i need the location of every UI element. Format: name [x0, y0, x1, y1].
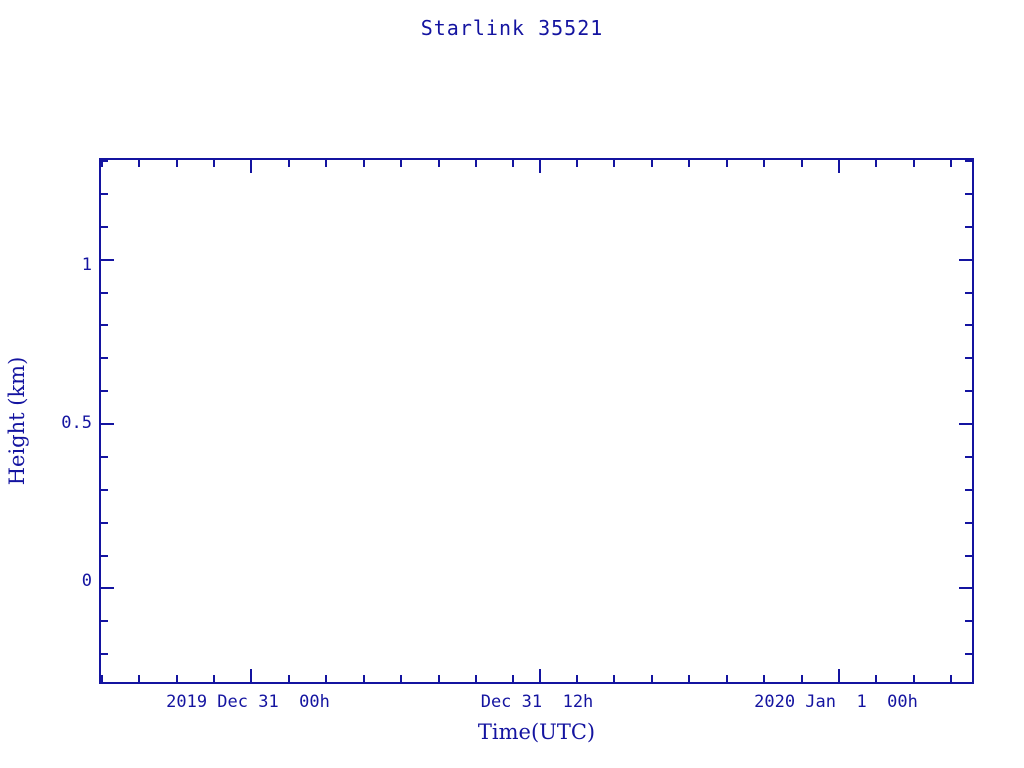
- x-minor-tick-bottom-14: [688, 675, 690, 682]
- y-axis-title: Height (km): [0, 158, 34, 684]
- y-minor-tick-right-11: [965, 292, 972, 294]
- x-minor-tick-bottom-16: [763, 675, 765, 682]
- x-minor-tick-bottom-2: [176, 675, 178, 682]
- y-minor-tick-right-8: [965, 390, 972, 392]
- x-minor-tick-top-15: [726, 160, 728, 167]
- x-axis-title: Time(UTC): [477, 720, 596, 744]
- x-major-tick-bottom-1: [539, 669, 541, 682]
- x-minor-tick-top-4: [288, 160, 290, 167]
- y-minor-tick-left-5: [101, 489, 108, 491]
- y-minor-tick-right-13: [965, 226, 972, 228]
- y-minor-tick-left-11: [101, 292, 108, 294]
- y-minor-tick-left-9: [101, 357, 108, 359]
- x-minor-tick-bottom-8: [438, 675, 440, 682]
- x-major-tick-bottom-2: [838, 669, 840, 682]
- y-minor-tick-left-1: [101, 620, 108, 622]
- y-minor-tick-right-0: [965, 653, 972, 655]
- y-minor-tick-left-3: [101, 555, 108, 557]
- x-minor-tick-top-19: [913, 160, 915, 167]
- y-minor-tick-right-15: [965, 160, 972, 162]
- y-axis-tick-labels: 1 0.5 0: [0, 0, 92, 768]
- x-minor-tick-top-7: [400, 160, 402, 167]
- x-minor-tick-bottom-5: [325, 675, 327, 682]
- y-major-tick-right-2: [959, 587, 972, 589]
- y-minor-tick-left-10: [101, 324, 108, 326]
- x-minor-tick-top-9: [475, 160, 477, 167]
- x-minor-tick-top-17: [801, 160, 803, 167]
- x-minor-tick-top-16: [763, 160, 765, 167]
- x-minor-tick-bottom-7: [400, 675, 402, 682]
- x-tick-label-end: 2020 Jan 1 00h: [754, 692, 918, 712]
- x-minor-tick-top-12: [613, 160, 615, 167]
- y-tick-label-0: 0: [81, 571, 92, 591]
- x-minor-tick-top-5: [325, 160, 327, 167]
- y-minor-tick-left-4: [101, 522, 108, 524]
- x-minor-tick-bottom-12: [613, 675, 615, 682]
- y-axis-title-text: Height (km): [5, 356, 29, 486]
- x-minor-tick-bottom-15: [726, 675, 728, 682]
- y-major-tick-left-12: [101, 259, 114, 261]
- y-minor-tick-right-5: [965, 489, 972, 491]
- y-tick-label-1: 1: [81, 255, 92, 275]
- x-minor-tick-top-8: [438, 160, 440, 167]
- x-tick-label-start: 2019 Dec 31 00h: [166, 692, 330, 712]
- y-minor-tick-right-6: [965, 456, 972, 458]
- y-minor-tick-left-14: [101, 193, 108, 195]
- y-minor-tick-right-9: [965, 357, 972, 359]
- x-minor-tick-bottom-9: [475, 675, 477, 682]
- plot-frame: [99, 158, 974, 684]
- y-major-tick-left-7: [101, 423, 114, 425]
- x-minor-tick-top-3: [213, 160, 215, 167]
- y-major-tick-left-2: [101, 587, 114, 589]
- x-minor-tick-top-2: [176, 160, 178, 167]
- x-minor-tick-bottom-18: [875, 675, 877, 682]
- y-minor-tick-right-3: [965, 555, 972, 557]
- x-minor-tick-top-1: [138, 160, 140, 167]
- y-minor-tick-left-15: [101, 160, 108, 162]
- x-major-tick-bottom-0: [250, 669, 252, 682]
- y-minor-tick-left-6: [101, 456, 108, 458]
- x-minor-tick-top-14: [688, 160, 690, 167]
- x-minor-tick-bottom-19: [913, 675, 915, 682]
- y-major-tick-right-12: [959, 259, 972, 261]
- y-major-tick-right-7: [959, 423, 972, 425]
- x-minor-tick-top-13: [651, 160, 653, 167]
- x-major-tick-top-0: [250, 160, 252, 173]
- x-minor-tick-bottom-17: [801, 675, 803, 682]
- x-minor-tick-top-10: [512, 160, 514, 167]
- y-minor-tick-right-14: [965, 193, 972, 195]
- x-minor-tick-bottom-3: [213, 675, 215, 682]
- x-minor-tick-bottom-4: [288, 675, 290, 682]
- x-minor-tick-top-0: [101, 160, 103, 167]
- y-minor-tick-right-1: [965, 620, 972, 622]
- x-minor-tick-bottom-20: [950, 675, 952, 682]
- x-minor-tick-bottom-6: [363, 675, 365, 682]
- x-tick-label-middle: Dec 31 12h: [480, 692, 594, 712]
- x-minor-tick-top-11: [576, 160, 578, 167]
- x-minor-tick-top-18: [875, 160, 877, 167]
- x-minor-tick-bottom-13: [651, 675, 653, 682]
- y-minor-tick-right-10: [965, 324, 972, 326]
- x-minor-tick-top-20: [950, 160, 952, 167]
- x-minor-tick-top-6: [363, 160, 365, 167]
- y-minor-tick-left-0: [101, 653, 108, 655]
- x-minor-tick-bottom-0: [101, 675, 103, 682]
- y-minor-tick-left-13: [101, 226, 108, 228]
- y-minor-tick-right-4: [965, 522, 972, 524]
- x-major-tick-top-1: [539, 160, 541, 173]
- y-tick-label-0-5: 0.5: [61, 413, 92, 433]
- y-minor-tick-left-8: [101, 390, 108, 392]
- x-minor-tick-bottom-1: [138, 675, 140, 682]
- x-major-tick-top-2: [838, 160, 840, 173]
- x-minor-tick-bottom-10: [512, 675, 514, 682]
- chart-title: Starlink 35521: [420, 16, 604, 40]
- plot-area: [101, 160, 972, 682]
- x-minor-tick-bottom-11: [576, 675, 578, 682]
